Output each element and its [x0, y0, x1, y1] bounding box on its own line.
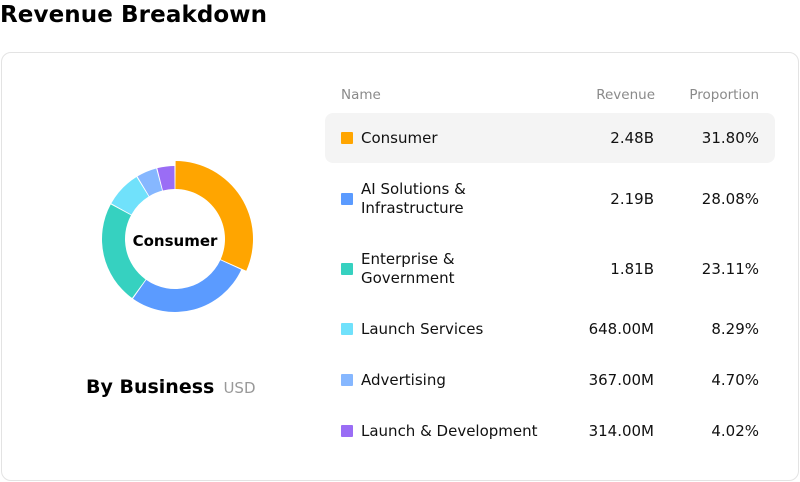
legend-swatch — [341, 193, 353, 205]
row-revenue: 648.00M — [588, 320, 654, 338]
row-revenue: 2.19B — [610, 190, 654, 208]
donut-slice-consumer[interactable] — [175, 161, 253, 271]
donut-center-label: Consumer — [132, 232, 218, 250]
donut-slice-enterprise-government[interactable] — [102, 204, 146, 299]
legend-swatch — [341, 425, 353, 437]
legend-swatch — [341, 263, 353, 275]
row-proportion: 4.02% — [711, 422, 759, 440]
row-proportion: 31.80% — [701, 129, 759, 147]
donut-svg — [102, 161, 253, 312]
row-name: AI Solutions & Infrastructure — [361, 180, 466, 218]
row-name: Advertising — [361, 371, 446, 390]
table-row[interactable]: Enterprise & Government 1.81B 23.11% — [325, 244, 775, 294]
row-name-line: Infrastructure — [361, 199, 464, 217]
column-header-revenue[interactable]: Revenue — [596, 87, 655, 103]
donut-chart — [90, 150, 270, 330]
row-name: Launch Services — [361, 320, 483, 339]
page-title: Revenue Breakdown — [0, 2, 268, 28]
row-name-line: Consumer — [361, 129, 438, 147]
row-name-line: Advertising — [361, 371, 446, 389]
chart-caption-unit: USD — [223, 379, 256, 397]
legend-swatch — [341, 374, 353, 386]
row-proportion: 8.29% — [711, 320, 759, 338]
chart-caption: By Business USD — [86, 376, 256, 398]
column-header-proportion[interactable]: Proportion — [689, 87, 759, 103]
row-revenue: 314.00M — [588, 422, 654, 440]
chart-caption-title: By Business — [86, 376, 215, 398]
row-name-line: Enterprise & — [361, 250, 455, 268]
column-header-name[interactable]: Name — [341, 87, 381, 103]
row-proportion: 28.08% — [701, 190, 759, 208]
row-name-line: Launch & Development — [361, 422, 538, 440]
table-header: Name Revenue Proportion — [341, 87, 761, 105]
donut-slice-advertising[interactable] — [137, 168, 163, 197]
row-name-line: Government — [361, 269, 455, 287]
table-row[interactable]: Advertising 367.00M 4.70% — [325, 355, 775, 405]
donut-slice-launch-development[interactable] — [157, 166, 175, 191]
row-name: Enterprise & Government — [361, 250, 455, 288]
row-proportion: 4.70% — [711, 371, 759, 389]
table-row[interactable]: Launch Services 648.00M 8.29% — [325, 304, 775, 354]
legend-swatch — [341, 323, 353, 335]
row-name-line: AI Solutions & — [361, 180, 466, 198]
row-proportion: 23.11% — [701, 260, 759, 278]
legend-swatch — [341, 132, 353, 144]
table-row[interactable]: Consumer 2.48B 31.80% — [325, 113, 775, 163]
row-name: Consumer — [361, 129, 438, 148]
row-revenue: 367.00M — [588, 371, 654, 389]
table-row[interactable]: AI Solutions & Infrastructure 2.19B 28.08% — [325, 174, 775, 224]
row-name: Launch & Development — [361, 422, 538, 441]
row-revenue: 2.48B — [610, 129, 654, 147]
donut-slice-ai-solutions-infrastructure[interactable] — [133, 260, 242, 312]
table-row[interactable]: Launch & Development 314.00M 4.02% — [325, 406, 775, 456]
row-name-line: Launch Services — [361, 320, 484, 338]
donut-slice-launch-services[interactable] — [111, 176, 149, 215]
row-revenue: 1.81B — [610, 260, 654, 278]
